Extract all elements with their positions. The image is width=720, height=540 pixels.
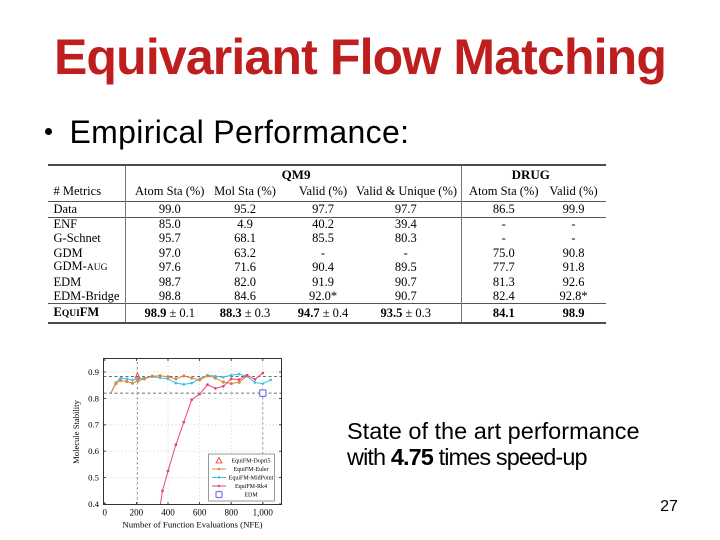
svg-text:0.9: 0.9 bbox=[88, 367, 99, 377]
svg-text:EquiFM-Euler: EquiFM-Euler bbox=[234, 467, 269, 473]
svg-text:0.8: 0.8 bbox=[88, 393, 100, 403]
svg-text:200: 200 bbox=[130, 508, 144, 518]
svg-text:0.7: 0.7 bbox=[88, 420, 100, 430]
svg-text:0.5: 0.5 bbox=[88, 473, 99, 483]
svg-text:0.4: 0.4 bbox=[88, 499, 100, 509]
svg-text:1,000: 1,000 bbox=[253, 508, 274, 518]
svg-text:Number of Function Evaluations: Number of Function Evaluations (NFE) bbox=[122, 519, 262, 529]
svg-text:800: 800 bbox=[224, 508, 238, 518]
svg-text:600: 600 bbox=[193, 508, 207, 518]
svg-text:EquiFM-Rk4: EquiFM-Rk4 bbox=[235, 484, 267, 490]
svg-text:Molecule Stability: Molecule Stability bbox=[71, 399, 81, 463]
svg-text:EDM: EDM bbox=[244, 493, 258, 499]
svg-text:400: 400 bbox=[161, 508, 175, 518]
svg-text:EquiFM-MidPoint: EquiFM-MidPoint bbox=[229, 476, 274, 482]
svg-text:0.6: 0.6 bbox=[88, 446, 100, 456]
svg-text:0: 0 bbox=[103, 508, 108, 518]
svg-text:EquiFM-Dopri5: EquiFM-Dopri5 bbox=[232, 459, 271, 465]
